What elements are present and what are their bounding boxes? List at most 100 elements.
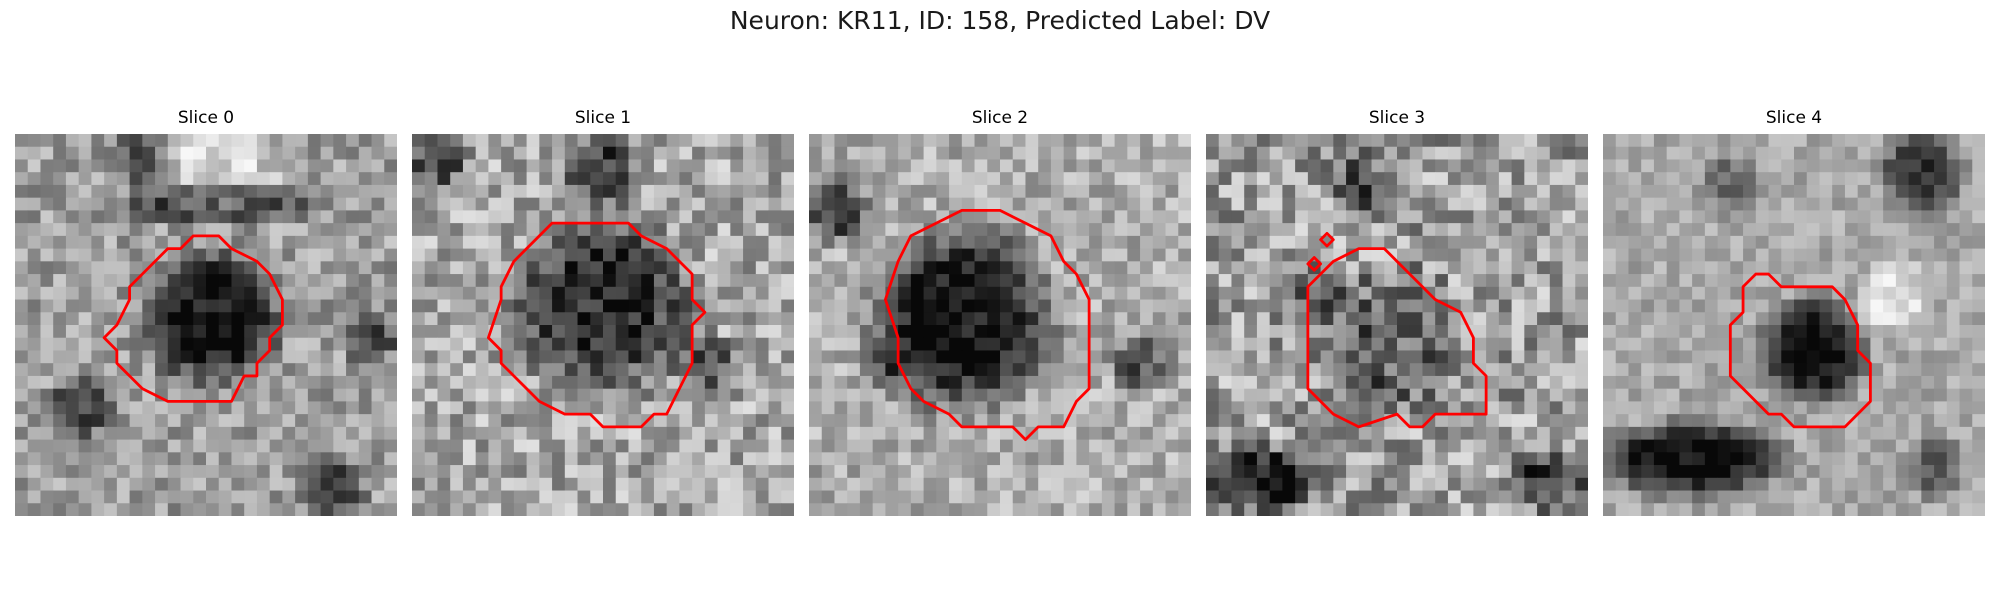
pixel [1755, 248, 1769, 262]
pixel [1934, 465, 1948, 479]
pixel [462, 134, 477, 148]
pixel [1397, 503, 1411, 516]
pixel [987, 274, 1001, 288]
pixel [564, 223, 578, 237]
pixel [1050, 401, 1065, 415]
pixel [1537, 337, 1551, 351]
pixel [768, 172, 782, 186]
pixel [910, 363, 924, 377]
pixel [462, 248, 477, 262]
pixel [1384, 210, 1398, 224]
pixel [1653, 223, 1668, 237]
pixel [513, 337, 527, 351]
pixel [1806, 325, 1820, 339]
pixel [730, 299, 744, 313]
pixel [384, 223, 397, 237]
pixel [1628, 248, 1642, 262]
pixel [743, 426, 757, 440]
pixel [1269, 388, 1283, 402]
pixel [730, 388, 744, 402]
pixel [1946, 197, 1960, 211]
pixel [1641, 210, 1655, 224]
pixel [475, 248, 489, 262]
pixel [1883, 223, 1897, 237]
pixel [1743, 223, 1757, 237]
pixel [1282, 452, 1296, 466]
pixel [641, 261, 655, 275]
pixel [320, 503, 334, 516]
pixel [346, 146, 360, 160]
pixel [1218, 197, 1232, 211]
pixel [1282, 235, 1296, 249]
pixel [603, 337, 617, 351]
pixel [653, 197, 668, 211]
pixel [358, 299, 372, 313]
pixel [1959, 248, 1973, 262]
pixel [1295, 134, 1309, 148]
pixel [295, 490, 309, 504]
pixel [885, 235, 899, 249]
pixel [1857, 375, 1871, 390]
pixel [1562, 146, 1576, 160]
pixel [1333, 223, 1347, 237]
pixel [1666, 299, 1680, 313]
pixel [834, 312, 848, 326]
pixel [666, 184, 680, 199]
pixel [450, 261, 464, 275]
pixel [1857, 337, 1871, 351]
pixel [167, 439, 181, 453]
pixel [371, 172, 385, 186]
pixel [320, 350, 334, 364]
pixel [65, 363, 80, 377]
pixel [1921, 503, 1935, 516]
pixel [1806, 414, 1820, 428]
pixel [885, 223, 899, 237]
pixel [1524, 375, 1538, 390]
pixel [1371, 325, 1385, 339]
pixel [923, 210, 937, 224]
pixel [1768, 223, 1782, 237]
pixel [1730, 401, 1744, 415]
pixel [1320, 477, 1334, 491]
pixel [1076, 452, 1090, 466]
pixel [1114, 426, 1128, 440]
pixel [526, 312, 540, 326]
pixel [1498, 274, 1512, 288]
pixel [1140, 388, 1154, 402]
pixel [1473, 401, 1487, 415]
pixel [1307, 439, 1321, 453]
pixel [116, 503, 130, 516]
pixel [167, 337, 181, 351]
pixel [653, 363, 668, 377]
pixel [1038, 197, 1052, 211]
pixel [1692, 414, 1706, 428]
pixel [1768, 350, 1782, 364]
pixel [1114, 477, 1128, 491]
pixel [27, 401, 41, 415]
pixel [218, 274, 232, 288]
pixel [872, 223, 886, 237]
pixel [1435, 172, 1449, 186]
pixel [768, 274, 782, 288]
pixel [206, 299, 220, 313]
pixel [615, 235, 629, 249]
pixel [1832, 235, 1846, 249]
pixel [1844, 503, 1859, 516]
pixel [1704, 477, 1718, 491]
pixel [269, 134, 283, 148]
pixel [1089, 134, 1103, 148]
pixel [142, 452, 156, 466]
pixel [936, 414, 950, 428]
pixel [704, 223, 718, 237]
pixel [1908, 134, 1922, 148]
pixel [244, 299, 258, 313]
pixel [1384, 363, 1398, 377]
pixel [1447, 426, 1462, 440]
pixel [155, 414, 169, 428]
pixel [371, 223, 385, 237]
pixel [1333, 414, 1347, 428]
pixel [1781, 134, 1795, 148]
pixel [1165, 159, 1179, 173]
pixel [641, 172, 655, 186]
pixel [1781, 248, 1795, 262]
